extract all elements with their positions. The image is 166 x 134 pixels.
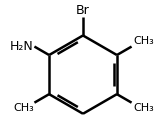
Text: CH₃: CH₃ — [133, 103, 154, 113]
Text: CH₃: CH₃ — [133, 36, 154, 46]
Text: CH₃: CH₃ — [13, 103, 34, 113]
Text: Br: Br — [76, 4, 90, 17]
Text: H₂N: H₂N — [9, 40, 33, 53]
